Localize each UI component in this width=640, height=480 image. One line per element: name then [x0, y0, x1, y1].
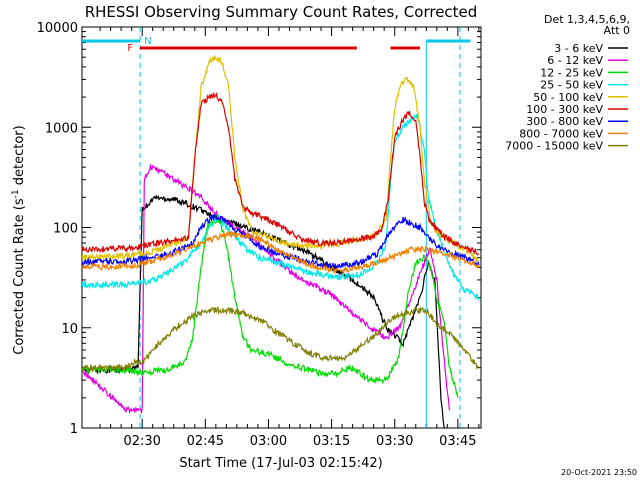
series-line	[82, 306, 480, 373]
y-tick-label: 1	[70, 422, 78, 437]
y-axis-label: Corrected Count Rate (s-1 detector)	[11, 125, 27, 354]
x-tick-label: 03:45	[439, 434, 476, 449]
y-tick-label: 1000	[45, 121, 78, 136]
series-line	[82, 164, 450, 415]
y-tick-label: 100	[53, 222, 78, 237]
series-line	[82, 195, 445, 428]
legend-label: 7000 - 15000 keV	[505, 140, 603, 153]
legend-label: 3 - 6 keV	[554, 42, 603, 55]
flare-flag: F	[127, 43, 133, 54]
y-tick-label: 10	[61, 322, 78, 337]
legend-label: 100 - 300 keV	[526, 103, 603, 116]
legend-label: 50 - 100 keV	[533, 91, 603, 104]
x-axis-label: Start Time (17-Jul-03 02:15:42)	[179, 456, 382, 471]
legend-label: 25 - 50 keV	[540, 79, 603, 92]
series-line	[82, 113, 480, 301]
series-line	[82, 92, 480, 256]
chart-title: RHESSI Observing Summary Count Rates, Co…	[85, 3, 478, 21]
legend-header: Att 0	[604, 24, 630, 37]
x-tick-label: 03:00	[250, 434, 287, 449]
night-flag: N	[144, 36, 151, 47]
svg-text:Corrected Count Rate (s-1 dete: Corrected Count Rate (s-1 detector)	[11, 125, 27, 354]
x-tick-label: 02:30	[123, 434, 160, 449]
x-tick-label: 03:15	[313, 434, 350, 449]
legend-label: 800 - 7000 keV	[519, 127, 603, 140]
legend-label: 300 - 800 keV	[526, 115, 603, 128]
legend-label: 12 - 25 keV	[540, 66, 603, 79]
legend-label: 6 - 12 keV	[547, 54, 603, 67]
series-line	[82, 230, 480, 275]
legend-header: Det 1,3,4,5,6,9,	[544, 13, 630, 26]
x-tick-label: 02:45	[187, 434, 224, 449]
y-tick-label: 10000	[37, 21, 78, 36]
x-tick-label: 03:30	[376, 434, 413, 449]
plot-area: 1 10 100 1000 10000 02:30 02:45 03:00 03:15 03:30…	[37, 21, 482, 449]
series-line	[82, 54, 480, 265]
timestamp: 20-Oct-2021 23:50	[561, 468, 637, 477]
series-line	[82, 217, 459, 398]
